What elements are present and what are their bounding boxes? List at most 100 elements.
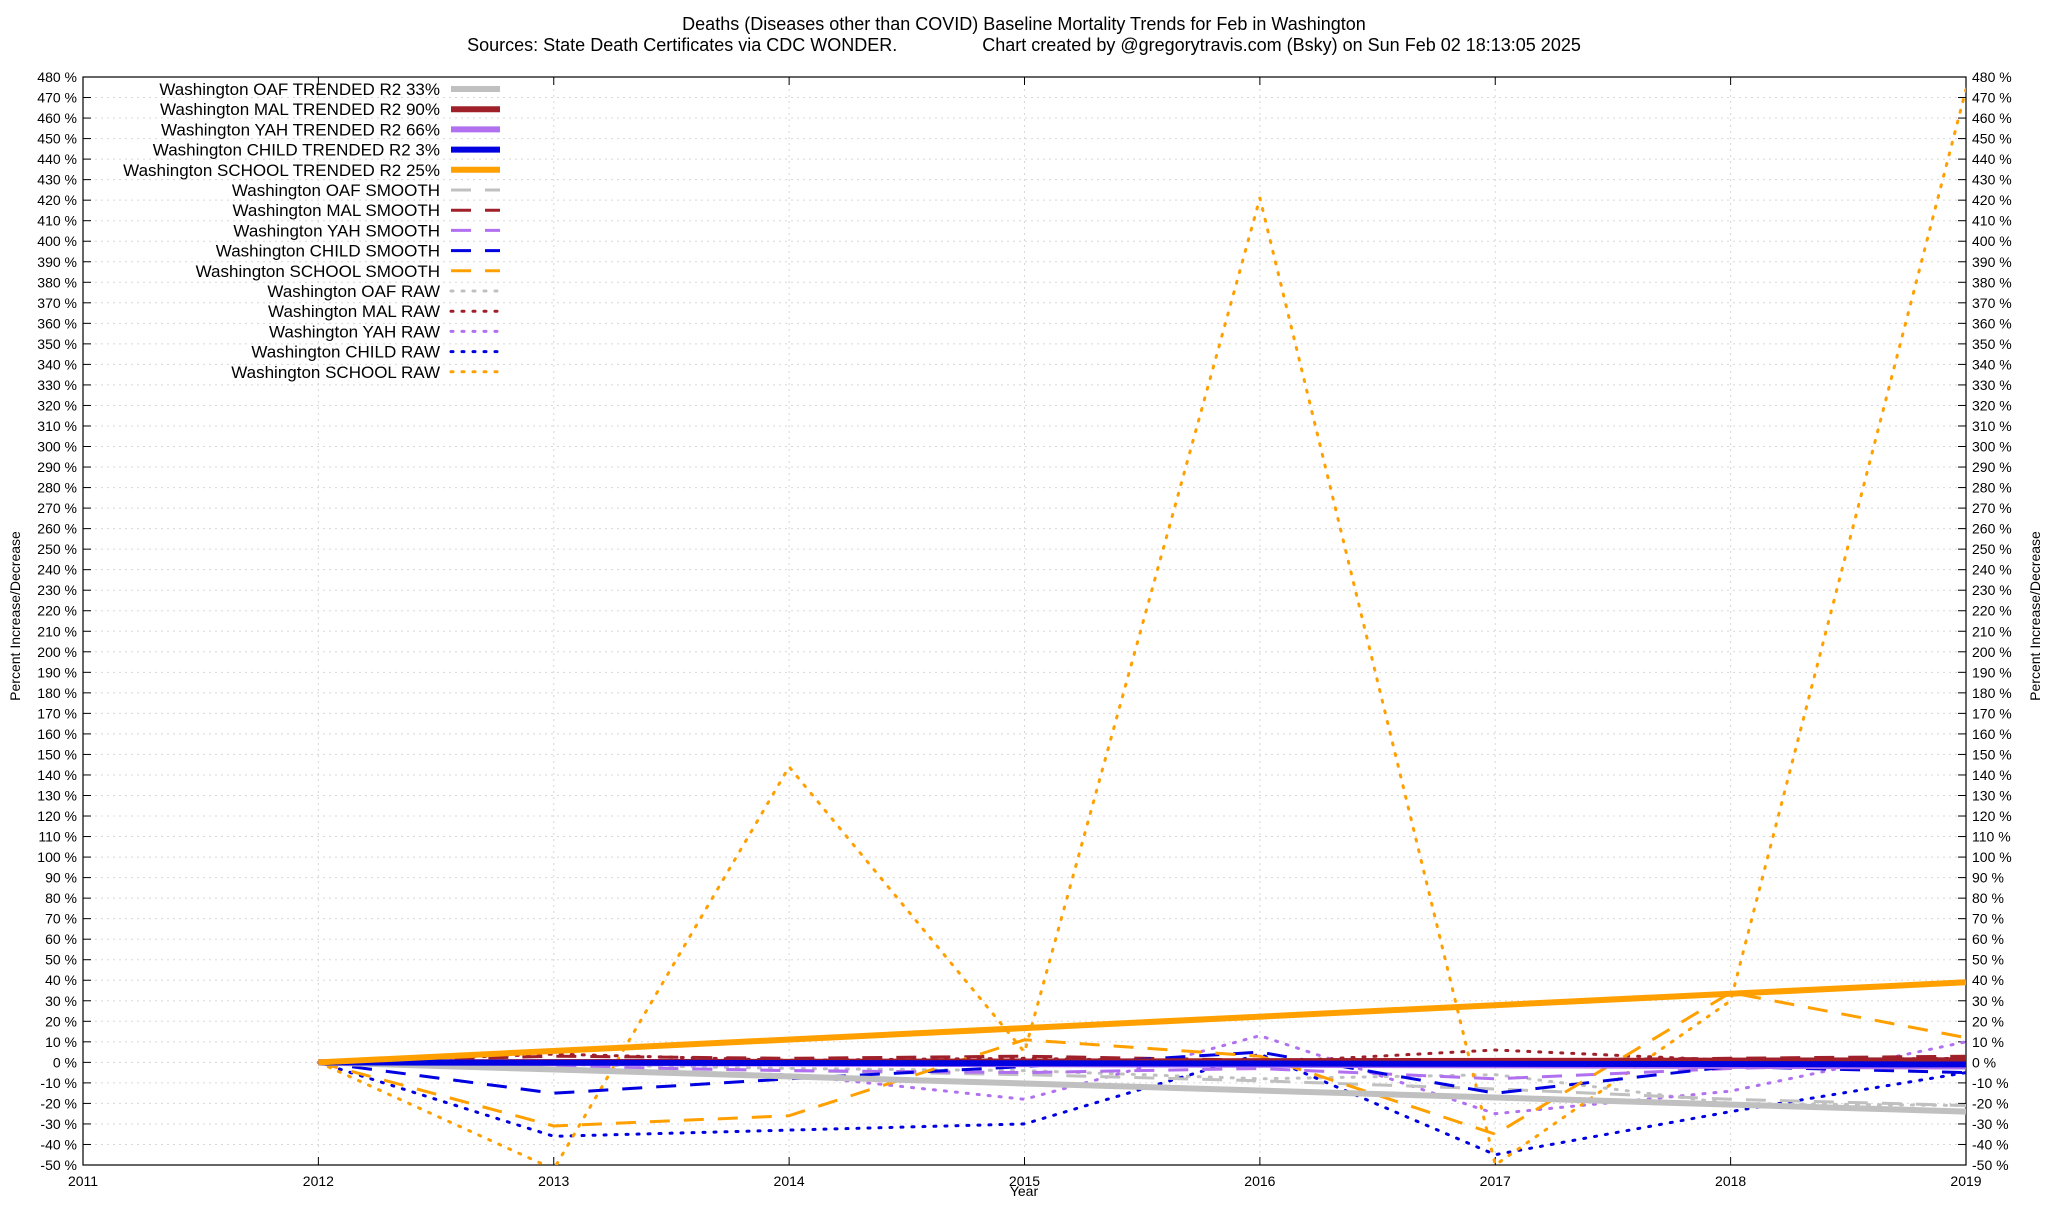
y2-tick-label: 320 % — [1972, 397, 2012, 413]
y-tick-label: 430 % — [37, 172, 77, 188]
legend-label: Washington MAL TRENDED R2 90% — [160, 100, 440, 119]
y-tick-label: 470 % — [37, 90, 77, 106]
y-tick-label: 30 % — [45, 993, 77, 1009]
y2-tick-label: 410 % — [1972, 213, 2012, 229]
legend-label: Washington CHILD SMOOTH — [216, 242, 440, 261]
y-tick-label: -40 % — [40, 1136, 77, 1152]
x-axis-label: Year — [1010, 1183, 1039, 1199]
series-line-washington-yah-smooth — [318, 1060, 1966, 1081]
y2-tick-label: 120 % — [1972, 808, 2012, 824]
y-tick-label: 220 % — [37, 603, 77, 619]
y-tick-label: 270 % — [37, 500, 77, 516]
y-tick-label: 60 % — [45, 931, 77, 947]
y2-tick-label: -20 % — [1972, 1095, 2009, 1111]
legend-label: Washington MAL RAW — [268, 302, 440, 321]
y-tick-label: 200 % — [37, 644, 77, 660]
x-tick-label: 2011 — [68, 1173, 98, 1189]
y2-tick-label: -30 % — [1972, 1116, 2009, 1132]
y-tick-label: -50 % — [40, 1157, 77, 1173]
y-tick-label: 90 % — [45, 870, 77, 886]
series-layer — [316, 87, 1966, 1165]
y2-tick-label: 30 % — [1972, 993, 2004, 1009]
legend-label: Washington YAH TRENDED R2 66% — [161, 120, 440, 139]
x-tick-label: 2019 — [1950, 1173, 1981, 1189]
legend-label: Washington YAH SMOOTH — [233, 221, 440, 240]
y2-tick-label: 360 % — [1972, 315, 2012, 331]
y2-tick-label: 450 % — [1972, 131, 2012, 147]
y-tick-label: 450 % — [37, 131, 77, 147]
chart-title: Deaths (Diseases other than COVID) Basel… — [682, 14, 1366, 34]
y2-tick-label: 430 % — [1972, 172, 2012, 188]
y2-tick-label: 60 % — [1972, 931, 2004, 947]
y2-tick-label: -40 % — [1972, 1136, 2009, 1152]
y-tick-label: 110 % — [38, 829, 77, 845]
y2-tick-label: 0 % — [1972, 1054, 1996, 1070]
x-tick-label: 2016 — [1244, 1173, 1275, 1189]
y2-tick-label: 440 % — [1972, 151, 2012, 167]
chart-subtitle: Sources: State Death Certificates via CD… — [467, 35, 1581, 55]
y2-tick-label: 130 % — [1972, 787, 2012, 803]
y2-tick-label: 170 % — [1972, 705, 2012, 721]
y-tick-label: 130 % — [37, 787, 77, 803]
y-tick-label: 230 % — [37, 582, 77, 598]
y-tick-label: 420 % — [37, 192, 77, 208]
y-tick-label: -30 % — [40, 1116, 77, 1132]
y2-tick-label: 40 % — [1972, 972, 2004, 988]
y2-tick-label: -50 % — [1972, 1157, 2009, 1173]
y2-tick-label: 390 % — [1972, 254, 2012, 270]
y-tick-label: 250 % — [37, 541, 77, 557]
plot-frame — [82, 76, 1967, 1166]
y2-axis-label: Percent Increase/Decrease — [2027, 531, 2043, 701]
x-tick-label: 2018 — [1715, 1173, 1746, 1189]
y-tick-label: 240 % — [37, 562, 77, 578]
y2-tick-label: 260 % — [1972, 521, 2012, 537]
y2-tick-label: 250 % — [1972, 541, 2012, 557]
y2-tick-label: 100 % — [1972, 849, 2012, 865]
y-tick-label: -10 % — [40, 1075, 77, 1091]
x-tick-label: 2014 — [774, 1173, 805, 1189]
y2-tick-label: 280 % — [1972, 480, 2012, 496]
y2-tick-label: 420 % — [1972, 192, 2012, 208]
y2-tick-label: 180 % — [1972, 685, 2012, 701]
y2-tick-label: 400 % — [1972, 233, 2012, 249]
y2-tick-label: 200 % — [1972, 644, 2012, 660]
legend-label: Washington YAH RAW — [269, 322, 440, 341]
series-line-washington-school-trended-r2-25 — [318, 979, 1966, 1066]
y-tick-label: 410 % — [37, 213, 77, 229]
legend-label: Washington SCHOOL RAW — [231, 363, 440, 382]
legend-label: Washington SCHOOL SMOOTH — [196, 262, 440, 281]
y2-tick-label: 310 % — [1972, 418, 2012, 434]
legend-label: Washington OAF TRENDED R2 33% — [159, 80, 440, 99]
y-tick-label: 460 % — [37, 110, 77, 126]
x-tick-label: 2012 — [303, 1173, 334, 1189]
y-tick-label: 380 % — [37, 274, 77, 290]
y-tick-label: -20 % — [40, 1095, 77, 1111]
y2-tick-label: 90 % — [1972, 870, 2004, 886]
x-tick-label: 2013 — [538, 1173, 569, 1189]
series-line-washington-school-raw — [316, 87, 1966, 1165]
y-tick-label: 50 % — [45, 952, 77, 968]
y-tick-label: 370 % — [37, 295, 77, 311]
y-tick-label: 390 % — [37, 254, 77, 270]
y-tick-label: 440 % — [37, 151, 77, 167]
y2-tick-label: 140 % — [1972, 767, 2012, 783]
y-tick-label: 400 % — [37, 233, 77, 249]
y2-tick-label: 370 % — [1972, 295, 2012, 311]
y-tick-label: 280 % — [37, 480, 77, 496]
y2-tick-label: 460 % — [1972, 110, 2012, 126]
y2-tick-label: 340 % — [1972, 356, 2012, 372]
y-tick-label: 290 % — [37, 459, 77, 475]
y2-tick-label: 70 % — [1972, 911, 2004, 927]
y-tick-label: 10 % — [45, 1034, 77, 1050]
y-tick-label: 260 % — [37, 521, 77, 537]
y2-tick-label: 240 % — [1972, 562, 2012, 578]
y-tick-label: 170 % — [37, 705, 77, 721]
y2-tick-label: 480 % — [1972, 69, 2012, 85]
y2-tick-label: 80 % — [1972, 890, 2004, 906]
y2-tick-label: 290 % — [1972, 459, 2012, 475]
y-tick-label: 350 % — [37, 336, 77, 352]
y2-tick-label: -10 % — [1972, 1075, 2009, 1091]
y-tick-label: 20 % — [45, 1013, 77, 1029]
y-tick-label: 160 % — [37, 726, 77, 742]
legend-label: Washington SCHOOL TRENDED R2 25% — [123, 161, 440, 180]
